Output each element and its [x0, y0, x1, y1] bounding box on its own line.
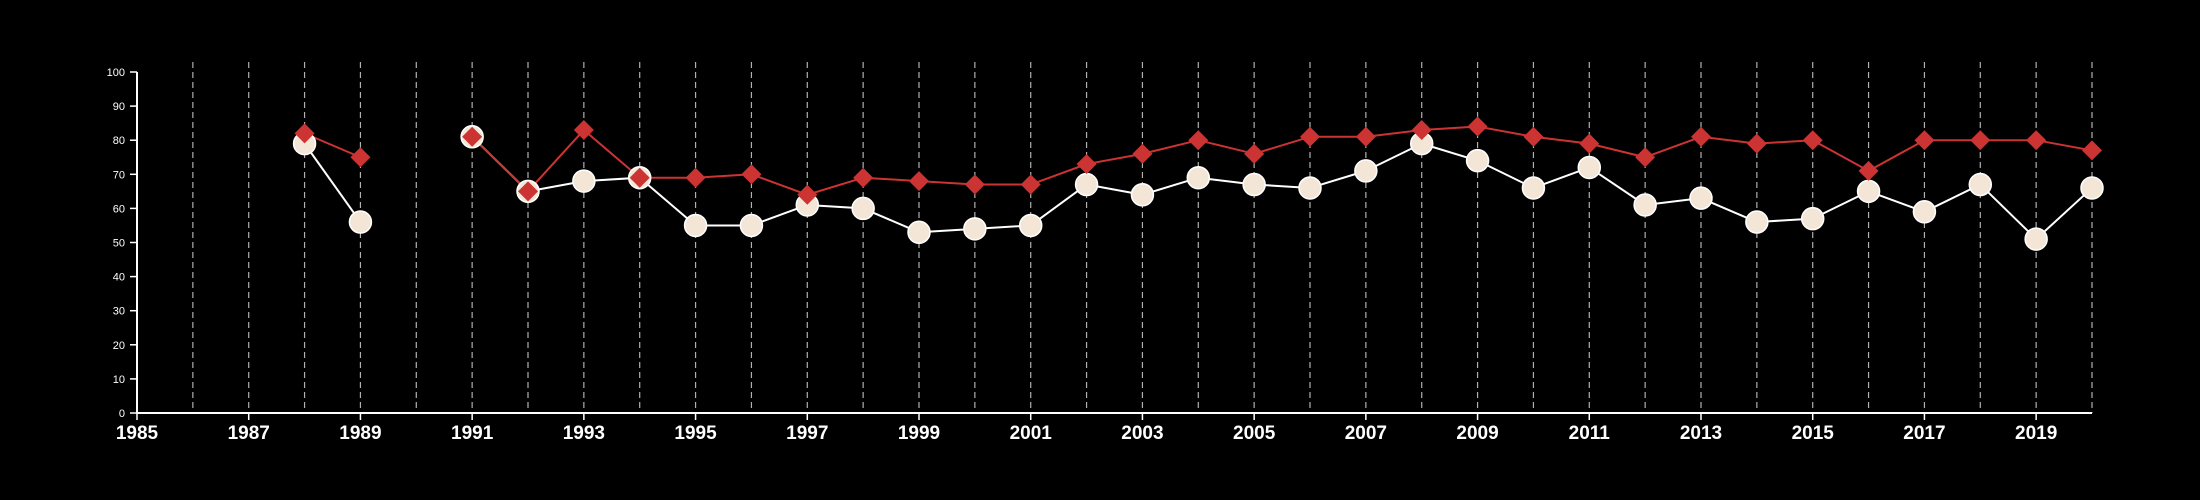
diamond-point-1993 — [573, 119, 594, 140]
marker-group — [292, 116, 2104, 251]
y-tick-label-60: 60 — [113, 203, 125, 215]
diamond-point-2015 — [1802, 130, 1823, 151]
x-tick-label-1989: 1989 — [339, 423, 381, 444]
circle-point-2013 — [1689, 186, 1713, 210]
x-tick-label-2013: 2013 — [1680, 423, 1722, 444]
diamond-point-2011 — [1579, 133, 1600, 154]
diamond-point-2020 — [2082, 140, 2102, 161]
circle-point-2011 — [1577, 155, 1602, 180]
diamond-point-2004 — [1188, 130, 1209, 151]
circle-point-2016 — [1856, 179, 1881, 204]
circle-point-2000 — [963, 217, 987, 241]
diamond-point-2002 — [1076, 154, 1097, 175]
x-tick-label-2017: 2017 — [1903, 423, 1945, 444]
diamond-point-2005 — [1244, 143, 1265, 164]
axes: 0 10 20 30 40 50 60 70 80 90 100 1985 1987 1989 1991 19… — [107, 67, 2092, 444]
x-tick-label-2003: 2003 — [1121, 423, 1163, 444]
y-tick-label-30: 30 — [113, 306, 125, 318]
diamond-point-2007 — [1355, 126, 1376, 147]
diamond-point-1992 — [518, 181, 538, 202]
diamond-point-2001 — [1020, 174, 1041, 195]
diamond-point-1995 — [685, 167, 706, 188]
diamond-point-1989 — [350, 147, 371, 168]
circle-point-2006 — [1298, 176, 1322, 200]
diamond-point-2000 — [964, 174, 985, 195]
diamond-point-2003 — [1132, 143, 1153, 164]
circle-point-2003 — [1130, 183, 1155, 207]
diamond-point-2019 — [2026, 130, 2047, 151]
y-tick-label-40: 40 — [113, 272, 125, 284]
circle-point-2010 — [1521, 176, 1546, 200]
diamond-point-1996 — [741, 164, 762, 185]
diamond-point-2009 — [1467, 116, 1488, 137]
circle-point-1989 — [348, 210, 373, 234]
circle-point-1998 — [851, 196, 875, 221]
x-tick-label-1987: 1987 — [228, 423, 270, 444]
x-tick-label-1993: 1993 — [563, 423, 605, 444]
circle-point-2001 — [1018, 213, 1043, 238]
x-tick-label-2001: 2001 — [1010, 423, 1053, 444]
y-tick-label-100: 100 — [107, 67, 125, 79]
circle-point-2005 — [1242, 172, 1266, 197]
circle-point-2019 — [2024, 227, 2048, 251]
x-tick-label-2005: 2005 — [1233, 423, 1276, 444]
y-tick-label-70: 70 — [113, 169, 125, 181]
circle-point-2017 — [1912, 200, 1937, 224]
circle-point-2018 — [1968, 172, 1993, 197]
y-tick-label-0: 0 — [119, 408, 125, 420]
x-tick-label-2009: 2009 — [1456, 423, 1498, 444]
circle-point-1993 — [572, 169, 596, 193]
x-tick-label-1995: 1995 — [674, 423, 717, 444]
circle-point-2009 — [1465, 148, 1490, 173]
circle-point-2014 — [1745, 210, 1769, 234]
y-tick-label-20: 20 — [113, 340, 125, 352]
circle-point-1999 — [907, 220, 931, 245]
circle-point-1996 — [739, 213, 764, 238]
diamond-point-1998 — [853, 167, 874, 188]
diamond-point-2017 — [1914, 130, 1935, 151]
x-tick-label-1991: 1991 — [451, 423, 494, 444]
series-circle-line-0 — [303, 143, 362, 223]
x-tick-label-1985: 1985 — [116, 423, 159, 444]
diamond-point-2008 — [1411, 119, 1432, 140]
diamond-point-2012 — [1635, 147, 1656, 168]
diamond-point-2013 — [1691, 126, 1711, 147]
x-tick-label-2019: 2019 — [2015, 423, 2057, 444]
circle-point-2007 — [1354, 159, 1378, 183]
x-tick-label-2011: 2011 — [1569, 423, 1611, 444]
circle-point-2004 — [1186, 165, 1211, 190]
diamond-point-2006 — [1300, 126, 1320, 147]
circle-point-1995 — [683, 213, 708, 238]
circle-point-2012 — [1633, 193, 1657, 217]
diamond-point-1997 — [797, 184, 818, 205]
diamond-point-2010 — [1523, 126, 1544, 147]
diamond-point-2018 — [1970, 130, 1991, 151]
diamond-point-2014 — [1746, 133, 1767, 154]
vertical-grid — [192, 62, 2093, 413]
x-tick-label-2015: 2015 — [1792, 423, 1835, 444]
circle-point-2015 — [1800, 206, 1825, 231]
y-tick-label-50: 50 — [113, 238, 125, 250]
diamond-point-1999 — [909, 171, 929, 192]
circle-point-2002 — [1074, 172, 1099, 197]
circle-point-2020 — [2080, 176, 2104, 200]
diamond-point-1991 — [462, 126, 483, 147]
diamond-point-2016 — [1858, 160, 1879, 181]
diamond-point-1988 — [294, 123, 315, 144]
x-tick-label-2007: 2007 — [1345, 423, 1387, 444]
x-tick-label-1997: 1997 — [786, 423, 828, 444]
y-tick-label-90: 90 — [113, 101, 125, 113]
y-tick-label-80: 80 — [113, 135, 125, 147]
y-tick-label-10: 10 — [113, 374, 125, 386]
x-tick-label-1999: 1999 — [898, 423, 940, 444]
diamond-point-1994 — [629, 167, 650, 188]
